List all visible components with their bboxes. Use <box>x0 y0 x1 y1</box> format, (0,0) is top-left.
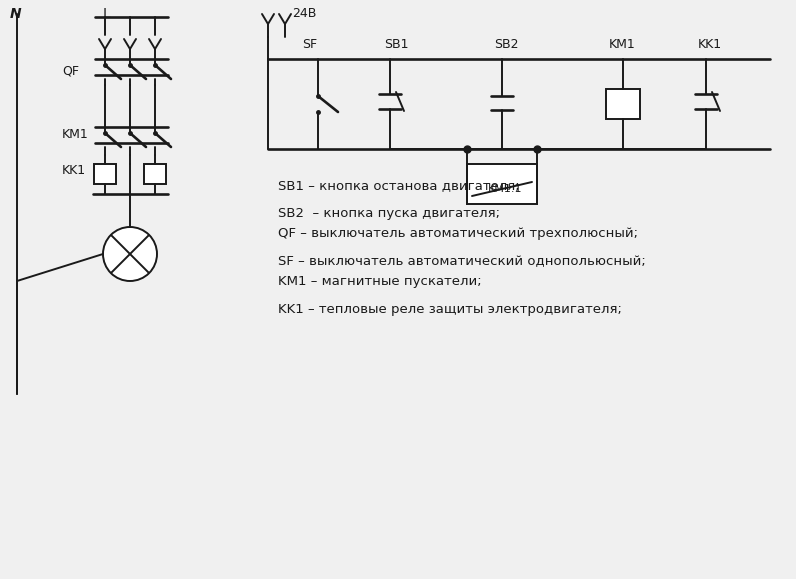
Text: SB2  – кнопка пуска двигателя;: SB2 – кнопка пуска двигателя; <box>278 207 500 220</box>
Bar <box>467 164 537 204</box>
Text: SB1: SB1 <box>384 38 408 51</box>
Text: KK1 – тепловые реле защиты электродвигателя;: KK1 – тепловые реле защиты электродвигат… <box>278 303 622 316</box>
Text: KM1: KM1 <box>609 38 636 51</box>
Text: SF – выключатель автоматический однопольюсный;: SF – выключатель автоматический однополь… <box>278 255 646 268</box>
Text: L: L <box>103 7 111 21</box>
Text: SB1 – кнопка останова двигателя;: SB1 – кнопка останова двигателя; <box>278 179 520 192</box>
Bar <box>94 164 116 184</box>
Text: QF – выключатель автоматический трехполюсный;: QF – выключатель автоматический трехполю… <box>278 227 638 240</box>
Text: KM1 – магнитные пускатели;: KM1 – магнитные пускатели; <box>278 275 482 288</box>
Text: QF: QF <box>62 64 79 78</box>
Circle shape <box>103 227 157 281</box>
Text: SB2: SB2 <box>494 38 518 51</box>
Text: SF: SF <box>302 38 317 51</box>
Text: 24В: 24В <box>292 7 316 20</box>
Text: KM1: KM1 <box>62 129 88 141</box>
Bar <box>606 89 640 119</box>
Bar <box>144 164 166 184</box>
Text: KM1.1: KM1.1 <box>488 184 522 194</box>
Text: KK1: KK1 <box>62 164 86 178</box>
Text: KK1: KK1 <box>698 38 722 51</box>
Text: N: N <box>10 7 21 21</box>
